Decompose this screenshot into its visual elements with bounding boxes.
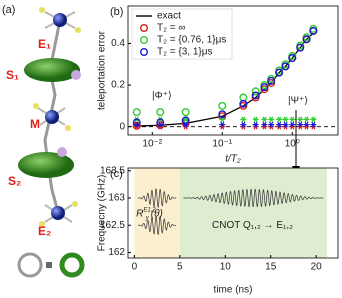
site-label: E₂ <box>38 224 51 238</box>
y-axis-label: Frequecny (GHz) <box>97 175 108 252</box>
plot-frame <box>127 5 339 136</box>
star-point <box>219 121 226 128</box>
region-label: CNOT Q₁,₂ → E₁,₂ <box>212 220 293 231</box>
y-tick-label: 0.4 <box>111 38 125 49</box>
star-point <box>303 121 310 128</box>
plot-frame <box>127 167 339 259</box>
data-point <box>267 76 276 85</box>
data-point <box>156 118 165 127</box>
panel-label: (a) <box>2 4 15 16</box>
star-point <box>182 121 189 128</box>
region-label: RE1,2 y (θ) <box>136 207 163 221</box>
data-point <box>181 108 190 117</box>
legend-box <box>131 8 233 60</box>
star-point <box>276 116 283 123</box>
pulse <box>183 188 324 208</box>
star-point <box>268 121 275 128</box>
data-point <box>156 121 165 130</box>
star-point <box>240 121 247 128</box>
region <box>179 168 328 258</box>
region-label-part: E1,2 <box>143 207 156 213</box>
region-label-part: R <box>136 208 143 219</box>
data-point <box>132 121 141 130</box>
star-point <box>268 116 275 123</box>
star-point <box>282 121 289 128</box>
data-point <box>218 101 227 110</box>
star-point <box>252 116 259 123</box>
star-point <box>133 121 140 128</box>
legend-label: T₂ = {3, 1}μs <box>157 47 213 58</box>
data-point <box>132 108 141 117</box>
data-point <box>218 110 227 119</box>
data-point <box>302 35 311 44</box>
pulse <box>138 187 177 209</box>
annotation: |Ψ⁺⟩ <box>288 96 308 107</box>
site-label: S₂ <box>8 174 21 188</box>
star-point <box>240 116 247 123</box>
y-tick-label: 162.5 <box>100 220 125 231</box>
data-point <box>251 91 260 100</box>
star-point <box>252 121 259 128</box>
x-tick-label: 10 <box>220 262 232 273</box>
star-point <box>310 121 317 128</box>
legend-label: T₂ = ∞ <box>157 23 186 34</box>
star-point <box>261 121 268 128</box>
y-tick-label: 0.2 <box>111 80 125 91</box>
data-point <box>309 26 318 35</box>
legend-label: T₂ = {0.76, 1}μs <box>157 35 226 46</box>
data-point <box>132 118 141 127</box>
data-point <box>275 68 284 77</box>
y-tick-label: 162 <box>108 247 125 258</box>
star-point <box>303 116 310 123</box>
molecule <box>17 7 85 278</box>
star-point <box>276 121 283 128</box>
x-tick-label: 10⁻¹ <box>212 139 232 150</box>
x-tick-label: 20 <box>311 262 323 273</box>
region-label-part: y <box>145 215 150 221</box>
data-point <box>296 43 305 52</box>
y-axis-label: teleportation error <box>97 30 108 110</box>
legend-label: exact <box>157 11 181 22</box>
star-point <box>261 116 268 123</box>
y-tick-label: 0 <box>119 121 125 132</box>
star-point <box>157 121 164 128</box>
y-tick-label: 163 <box>108 193 125 204</box>
data-point <box>281 62 290 71</box>
data-point <box>251 87 260 96</box>
data-point <box>260 83 269 92</box>
site-label: E₁ <box>38 37 51 51</box>
data-point <box>288 54 297 63</box>
pulse <box>138 215 177 236</box>
x-tick-label: 5 <box>177 262 183 273</box>
x-tick-label: 10⁻² <box>142 139 162 150</box>
region-label-part: (θ) <box>151 208 163 219</box>
x-axis-label: t/T₂ <box>225 154 241 165</box>
star-point <box>297 116 304 123</box>
data-point <box>156 108 165 117</box>
legend-swatch <box>139 36 148 45</box>
data-point <box>239 99 248 108</box>
panel-label: (b) <box>110 6 123 18</box>
star-point <box>282 116 289 123</box>
site-label: S₁ <box>6 68 19 82</box>
annotation: |Φ⁺⟩ <box>152 91 172 102</box>
x-tick-label: 10⁰ <box>285 139 300 150</box>
site-label: M <box>30 117 40 131</box>
star-point <box>297 121 304 128</box>
plot-area <box>128 24 338 130</box>
legend-swatch <box>139 24 148 33</box>
legend-swatch <box>139 48 148 57</box>
plot-area <box>134 168 328 258</box>
panel-label: (c) <box>110 168 123 180</box>
x-tick-label: 15 <box>265 262 277 273</box>
star-point <box>310 116 317 123</box>
star-point <box>289 121 296 128</box>
x-tick-label: 0 <box>132 262 138 273</box>
x-axis-label: time (ns) <box>214 285 253 296</box>
y-tick-label: 163.5 <box>100 165 125 176</box>
star-point <box>289 116 296 123</box>
region <box>134 168 180 258</box>
